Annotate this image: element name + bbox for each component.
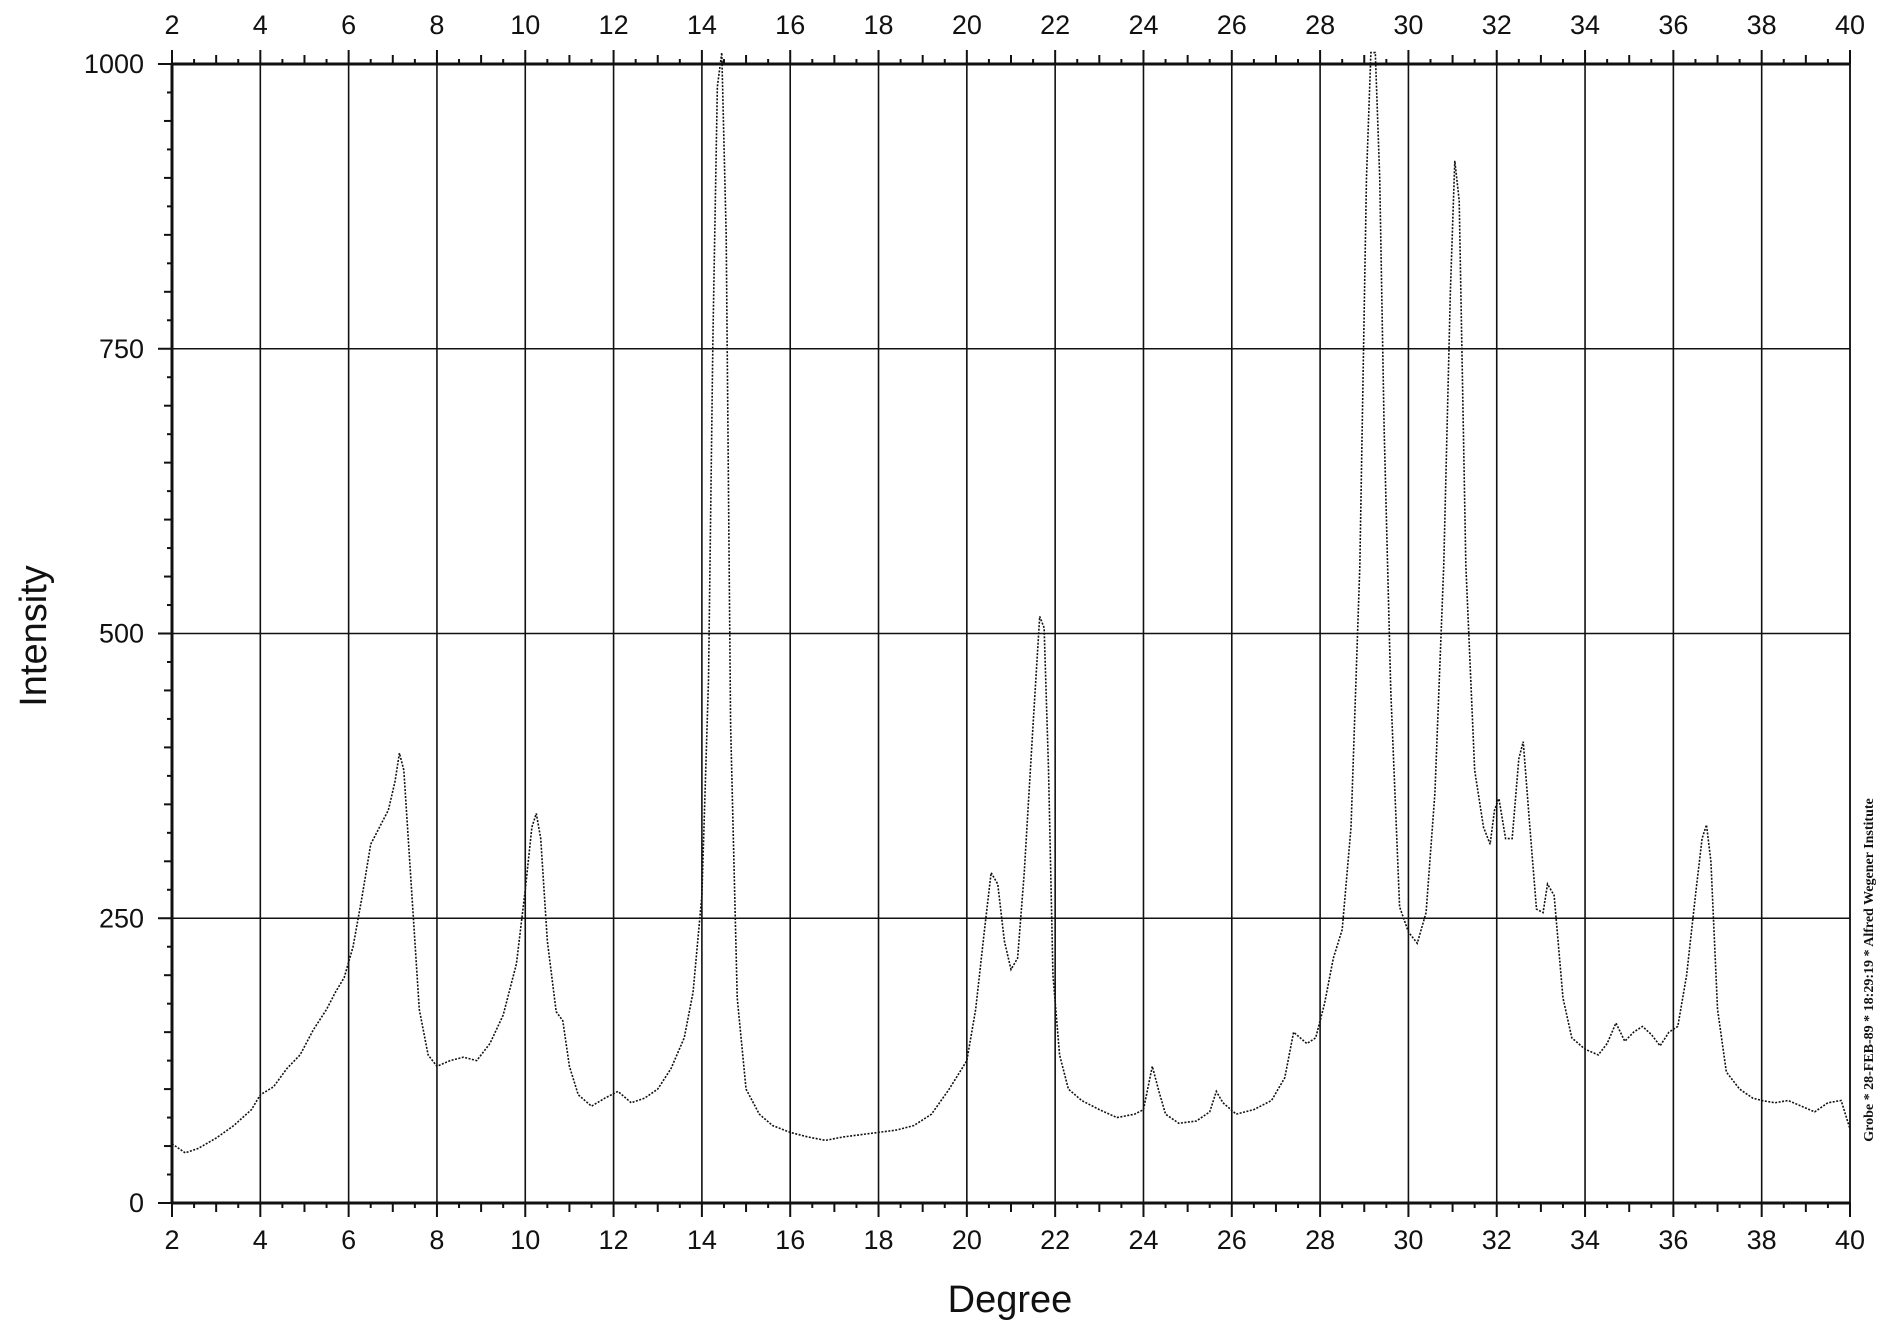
x-tick-label: 32	[1482, 1225, 1512, 1255]
x-top-tick-label: 14	[687, 10, 717, 40]
x-tick-label: 16	[775, 1225, 805, 1255]
x-top-tick-label: 20	[952, 10, 982, 40]
x-tick-label: 26	[1217, 1225, 1247, 1255]
x-tick-label: 18	[864, 1225, 894, 1255]
x-tick-label: 20	[952, 1225, 982, 1255]
y-tick-label: 750	[99, 334, 144, 364]
x-top-tick-label: 28	[1305, 10, 1335, 40]
x-tick-label: 10	[510, 1225, 540, 1255]
y-tick-label: 500	[99, 619, 144, 649]
x-top-tick-label: 34	[1570, 10, 1600, 40]
x-tick-label: 36	[1658, 1225, 1688, 1255]
x-tick-label: 12	[599, 1225, 629, 1255]
tick-labels: 2244668810101212141416161818202022222424…	[84, 10, 1865, 1255]
x-top-tick-label: 38	[1747, 10, 1777, 40]
series-line	[171, 51, 1851, 1154]
x-top-tick-label: 8	[429, 10, 444, 40]
y-tick-label: 0	[129, 1188, 144, 1218]
x-top-tick-label: 22	[1040, 10, 1070, 40]
x-top-tick-label: 26	[1217, 10, 1247, 40]
grid-lines	[171, 62, 1851, 1205]
x-tick-label: 34	[1570, 1225, 1600, 1255]
x-top-tick-label: 6	[341, 10, 356, 40]
x-tick-label: 24	[1128, 1225, 1158, 1255]
x-tick-label: 28	[1305, 1225, 1335, 1255]
annotation-stamp: Grobe * 28-FEB-89 * 18:29:19 * Alfred We…	[1862, 798, 1877, 1142]
x-tick-label: 30	[1393, 1225, 1423, 1255]
y-tick-label: 250	[99, 903, 144, 933]
x-top-tick-label: 2	[164, 10, 179, 40]
x-top-tick-label: 16	[775, 10, 805, 40]
x-tick-label: 40	[1835, 1225, 1865, 1255]
x-top-tick-label: 36	[1658, 10, 1688, 40]
x-axis-title: Degree	[948, 1279, 1073, 1321]
x-top-tick-label: 18	[864, 10, 894, 40]
y-tick-label: 1000	[84, 49, 144, 79]
x-top-tick-label: 24	[1128, 10, 1158, 40]
x-top-tick-label: 40	[1835, 10, 1865, 40]
x-top-tick-label: 10	[510, 10, 540, 40]
x-top-tick-label: 30	[1393, 10, 1423, 40]
x-tick-label: 6	[341, 1225, 356, 1255]
x-tick-label: 4	[253, 1225, 268, 1255]
x-tick-label: 14	[687, 1225, 717, 1255]
x-tick-label: 2	[164, 1225, 179, 1255]
y-axis-title: Intensity	[13, 565, 55, 707]
x-top-tick-label: 32	[1482, 10, 1512, 40]
x-top-tick-label: 12	[599, 10, 629, 40]
x-tick-label: 22	[1040, 1225, 1070, 1255]
x-tick-label: 38	[1747, 1225, 1777, 1255]
tick-marks	[158, 50, 1851, 1217]
x-top-tick-label: 4	[253, 10, 268, 40]
x-tick-label: 8	[429, 1225, 444, 1255]
